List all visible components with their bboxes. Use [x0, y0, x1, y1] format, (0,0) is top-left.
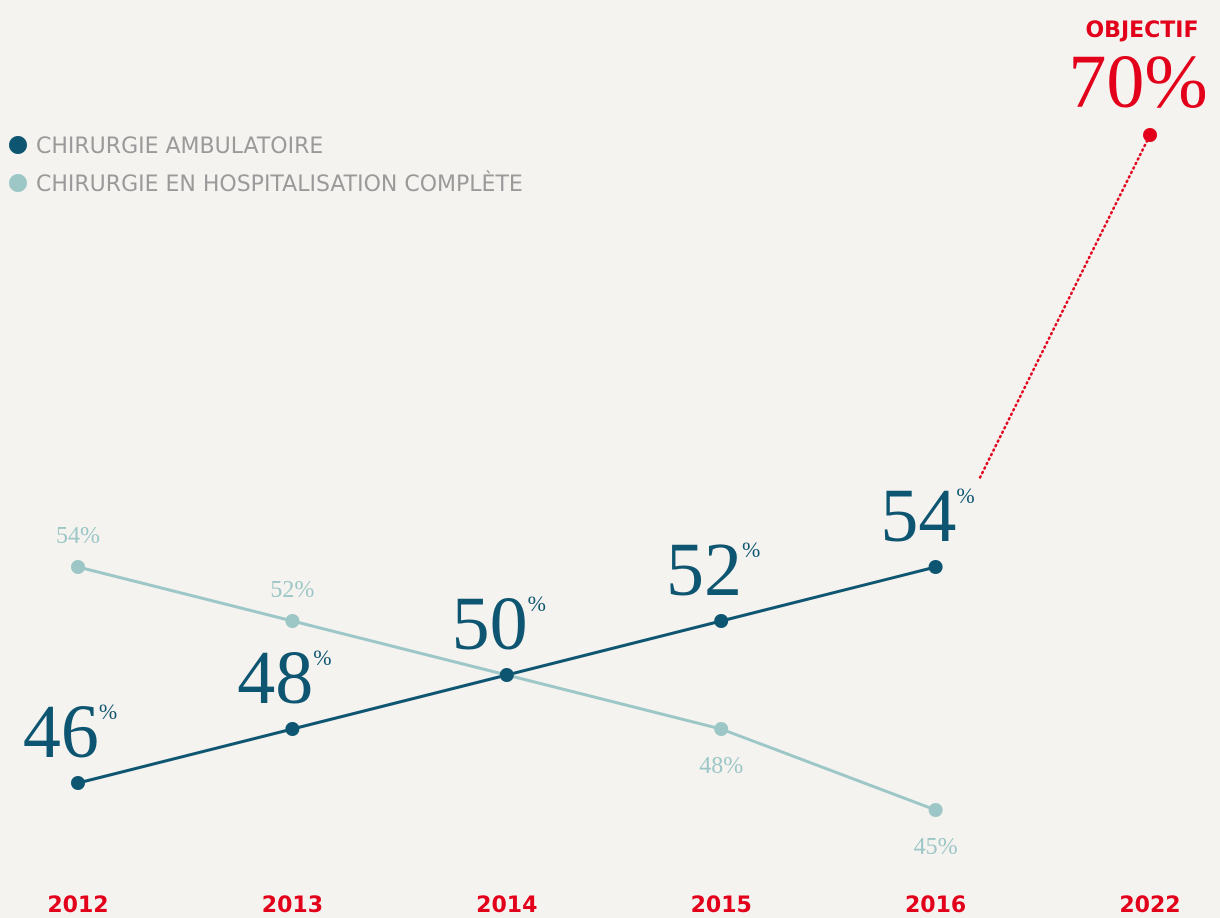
data-point: [285, 614, 300, 628]
data-point: [71, 776, 85, 790]
legend-label: CHIRURGIE AMBULATOIRE: [36, 134, 323, 159]
x-tick-label: 2013: [262, 893, 323, 918]
data-point: [928, 803, 943, 817]
legend-marker: [9, 136, 27, 154]
data-label: 50%: [452, 582, 546, 666]
data-point: [285, 722, 300, 736]
x-tick-label: 2016: [905, 893, 966, 918]
legend-marker: [9, 174, 27, 192]
data-label: 45%: [914, 834, 958, 860]
data-point: [71, 560, 85, 574]
data-label: 48%: [237, 636, 331, 720]
x-tick-label: 2015: [691, 893, 752, 918]
x-tick-label: 2012: [47, 893, 108, 918]
data-point: [499, 668, 514, 682]
target-connector: [978, 133, 1152, 479]
data-point: [928, 560, 943, 574]
target-value-label: 70%: [1068, 40, 1207, 124]
data-label: 48%: [699, 753, 743, 779]
data-point: [714, 722, 729, 736]
x-tick-label: 2014: [476, 893, 537, 918]
data-point: [714, 614, 729, 628]
data-label: 52%: [666, 528, 760, 612]
data-label: 54%: [880, 474, 974, 558]
x-tick-label: 2022: [1119, 893, 1180, 918]
data-label: 46%: [23, 690, 117, 774]
data-label: 54%: [56, 523, 100, 549]
data-label: 52%: [270, 577, 314, 603]
target-point: [1143, 128, 1157, 142]
target-label: OBJECTIF: [1085, 18, 1198, 43]
legend-label: CHIRURGIE EN HOSPITALISATION COMPLÈTE: [36, 171, 523, 197]
